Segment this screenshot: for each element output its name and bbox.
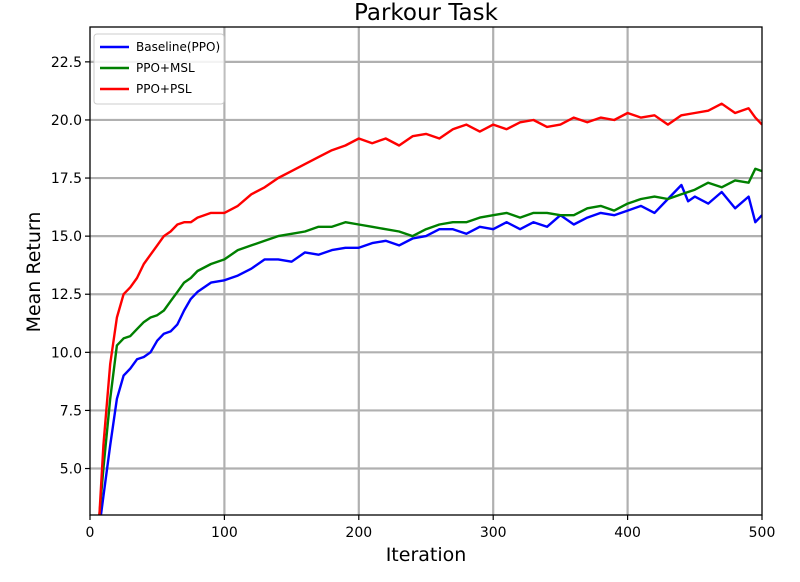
axis-ticks: 0 100 200 300 400 500 5.0 7.5 10.0 12.5 15.0 17.5 20… (51, 55, 776, 541)
y-tick-label: 5.0 (60, 462, 82, 478)
y-tick-label: 12.5 (51, 287, 82, 303)
series-lines (98, 102, 762, 515)
y-tick-label: 15.0 (51, 229, 82, 245)
legend-label: PPO+MSL (136, 61, 195, 75)
y-tick-label: 10.0 (51, 345, 82, 361)
y-tick-label: 17.5 (51, 171, 82, 187)
series-line-3 (98, 102, 762, 515)
series-line-2 (98, 167, 762, 515)
chart-title: Parkour Task (354, 0, 499, 26)
legend-label: PPO+PSL (136, 82, 192, 96)
y-axis-label: Mean Return (23, 212, 45, 333)
x-tick-label: 500 (749, 525, 776, 541)
x-axis-label: Iteration (386, 544, 467, 566)
x-tick-label: 0 (86, 525, 95, 541)
series-line-1 (99, 183, 762, 515)
x-tick-label: 200 (345, 525, 372, 541)
legend: Baseline(PPO) PPO+MSL PPO+PSL (93, 33, 225, 105)
y-tick-label: 20.0 (51, 113, 82, 129)
x-tick-label: 100 (211, 525, 238, 541)
plot-frame (89, 26, 763, 516)
legend-label: Baseline(PPO) (136, 40, 220, 54)
x-tick-label: 400 (614, 525, 641, 541)
y-tick-label: 7.5 (60, 403, 82, 419)
legend-box (93, 33, 225, 105)
x-tick-label: 300 (480, 525, 507, 541)
y-tick-label: 22.5 (51, 55, 82, 71)
